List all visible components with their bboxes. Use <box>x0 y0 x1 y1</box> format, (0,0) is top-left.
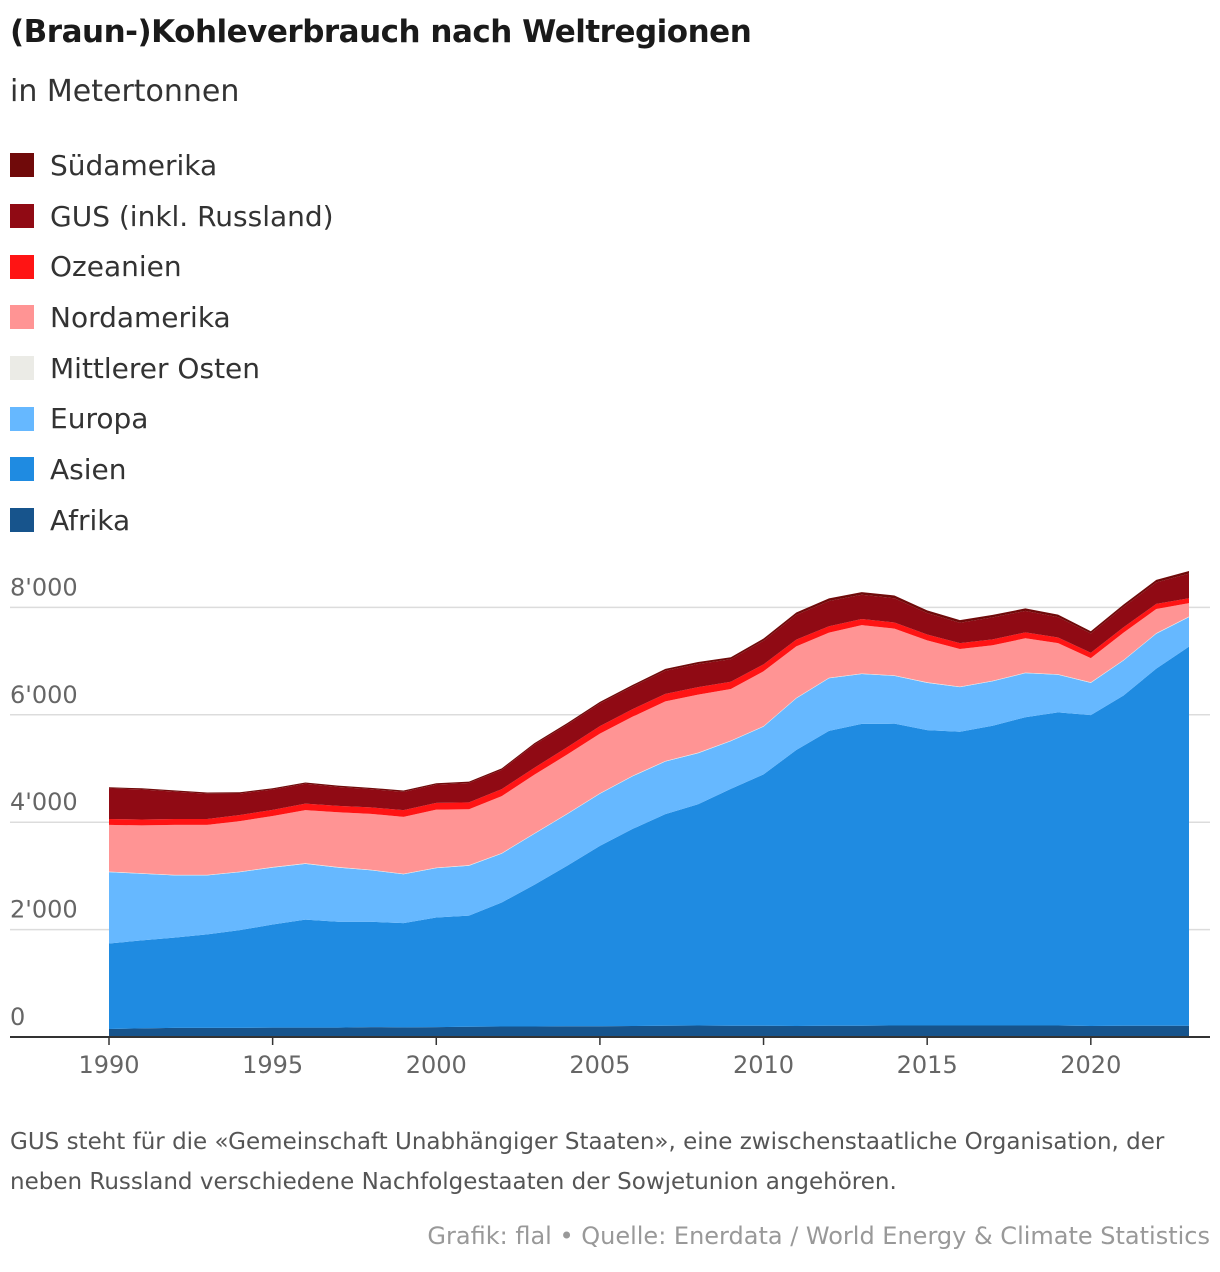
legend-item-gus: GUS (inkl. Russland) <box>10 191 334 242</box>
legend-swatch <box>10 254 34 279</box>
legend-item-europa: Europa <box>10 393 334 444</box>
footnote: GUS steht für die «Gemeinschaft Unabhäng… <box>10 1129 1165 1195</box>
legend-item-nordamerika: Nordamerika <box>10 292 334 343</box>
legend-item-suedamerika: Südamerika <box>10 140 334 191</box>
legend-swatch <box>10 356 34 381</box>
x-tick-label: 2010 <box>733 1051 794 1079</box>
legend-swatch <box>10 305 34 330</box>
legend-label: Südamerika <box>50 148 218 182</box>
chart-subtitle: in Metertonnen <box>10 74 240 109</box>
legend-item-ozeanien: Ozeanien <box>10 241 334 292</box>
stacked-area-chart: 0 2'000 4'000 6'000 8'000 1990 1995 2000 2005 201… <box>10 570 1210 1079</box>
legend-label: Europa <box>50 402 149 436</box>
legend-label: Mittlerer Osten <box>50 351 261 385</box>
area-asien <box>109 646 1189 1029</box>
legend-label: Afrika <box>50 503 131 537</box>
y-tick-label: 6'000 <box>10 681 78 709</box>
x-tick-label: 1990 <box>78 1051 139 1079</box>
legend-swatch <box>10 204 34 229</box>
y-tick-label: 8'000 <box>10 573 78 601</box>
source-credit: Grafik: flal • Quelle: Enerdata / World … <box>427 1222 1210 1250</box>
x-tick-label: 2000 <box>406 1051 467 1079</box>
y-tick-label: 2'000 <box>10 896 78 924</box>
area-gus-inkl-russland <box>109 573 1189 820</box>
area-europa <box>109 617 1189 944</box>
area-afrika <box>109 1025 1189 1037</box>
x-tick-label: 2020 <box>1060 1051 1121 1079</box>
legend-swatch <box>10 406 34 431</box>
x-tick-label: 1995 <box>242 1051 303 1079</box>
legend-swatch <box>10 457 34 482</box>
legend-swatch <box>10 153 34 178</box>
y-tick-label: 4'000 <box>10 788 78 816</box>
legend-item-asien: Asien <box>10 444 334 495</box>
legend-label: Ozeanien <box>50 250 182 284</box>
legend-item-afrika: Afrika <box>10 495 334 546</box>
legend-label: GUS (inkl. Russland) <box>50 199 334 233</box>
x-tick-label: 2005 <box>569 1051 630 1079</box>
legend: Südamerika GUS (inkl. Russland) Ozeanien… <box>10 140 334 546</box>
legend-label: Asien <box>50 452 127 486</box>
legend-item-mittlerer-osten: Mittlerer Osten <box>10 343 334 394</box>
area-nordamerika <box>109 603 1189 875</box>
legend-label: Nordamerika <box>50 300 231 334</box>
legend-swatch <box>10 508 34 533</box>
chart-title: (Braun-)Kohleverbrauch nach Weltregionen <box>10 14 752 50</box>
x-tick-label: 2015 <box>897 1051 958 1079</box>
y-tick-label: 0 <box>10 1003 25 1031</box>
